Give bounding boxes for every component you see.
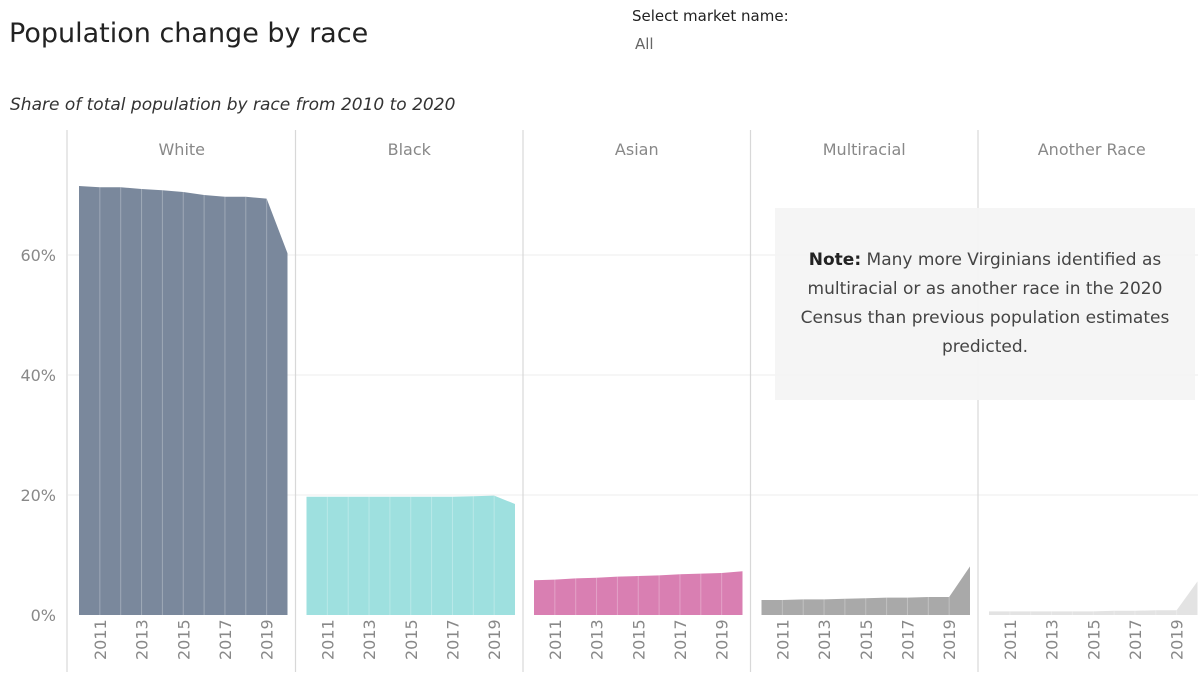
y-tick-label: 40% bbox=[20, 366, 56, 385]
x-tick-label: 2015 bbox=[857, 619, 876, 660]
area-multiracial bbox=[761, 566, 970, 615]
note-label: Note: bbox=[808, 250, 862, 270]
x-tick-label: 2015 bbox=[1084, 619, 1103, 660]
area-black bbox=[306, 495, 515, 615]
y-tick-label: 20% bbox=[20, 486, 56, 505]
x-tick-label: 2017 bbox=[1126, 619, 1145, 660]
x-tick-label: 2015 bbox=[629, 619, 648, 660]
x-tick-label: 2015 bbox=[174, 619, 193, 660]
x-tick-label: 2017 bbox=[216, 619, 235, 660]
page-title: Population change by race bbox=[9, 18, 369, 49]
market-filter-select[interactable]: All bbox=[635, 35, 654, 53]
x-tick-label: 2011 bbox=[91, 619, 110, 660]
panel-header-multiracial: Multiracial bbox=[823, 140, 906, 159]
x-tick-label: 2013 bbox=[133, 619, 152, 660]
x-tick-label: 2019 bbox=[713, 619, 732, 660]
x-tick-label: 2013 bbox=[1043, 619, 1062, 660]
area-another-race bbox=[989, 581, 1198, 615]
x-tick-label: 2011 bbox=[318, 619, 337, 660]
x-tick-label: 2013 bbox=[588, 619, 607, 660]
x-tick-label: 2019 bbox=[1168, 619, 1187, 660]
panel-header-asian: Asian bbox=[615, 140, 659, 159]
x-tick-label: 2017 bbox=[443, 619, 462, 660]
market-filter-label: Select market name: bbox=[632, 7, 789, 25]
area-asian bbox=[534, 571, 743, 615]
note-box: Note: Many more Virginians identified as… bbox=[775, 208, 1195, 400]
panel-header-another-race: Another Race bbox=[1038, 140, 1146, 159]
panel-header-white: White bbox=[158, 140, 205, 159]
x-tick-label: 2011 bbox=[773, 619, 792, 660]
x-tick-label: 2013 bbox=[360, 619, 379, 660]
chart-title: Share of total population by race from 2… bbox=[10, 95, 456, 115]
panel-header-black: Black bbox=[388, 140, 432, 159]
area-white bbox=[79, 186, 288, 615]
x-tick-label: 2011 bbox=[1001, 619, 1020, 660]
y-tick-label: 60% bbox=[20, 246, 56, 265]
x-tick-label: 2011 bbox=[546, 619, 565, 660]
x-tick-label: 2017 bbox=[671, 619, 690, 660]
note-text: Many more Virginians identified as multi… bbox=[800, 250, 1170, 357]
x-tick-label: 2019 bbox=[940, 619, 959, 660]
x-tick-label: 2013 bbox=[815, 619, 834, 660]
y-tick-label: 0% bbox=[31, 606, 56, 625]
x-tick-label: 2017 bbox=[898, 619, 917, 660]
x-tick-label: 2019 bbox=[485, 619, 504, 660]
x-tick-label: 2015 bbox=[402, 619, 421, 660]
x-tick-label: 2019 bbox=[258, 619, 277, 660]
